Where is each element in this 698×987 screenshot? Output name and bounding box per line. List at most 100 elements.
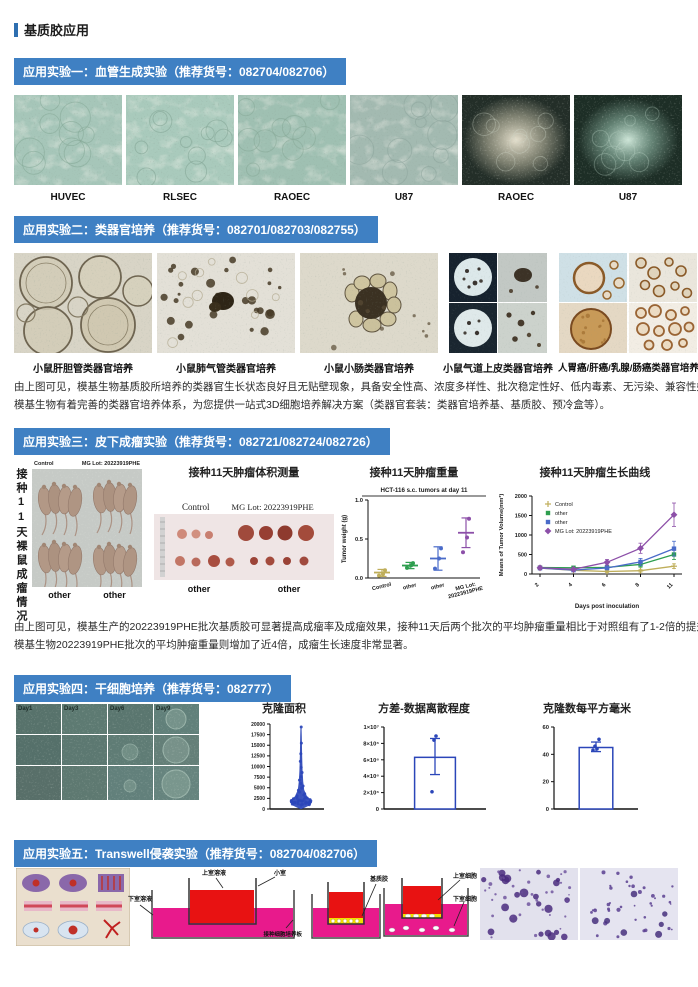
svg-text:6: 6 — [601, 582, 607, 588]
svg-text:0: 0 — [376, 807, 379, 813]
tumor-weight-chart: HCT-116 s.c. tumors at day 11 Tumor weigh… — [342, 487, 486, 600]
svg-text:0: 0 — [546, 807, 549, 813]
day-label: Day6 — [110, 706, 125, 712]
day-label: Day3 — [64, 706, 79, 712]
svg-text:4: 4 — [568, 582, 575, 589]
mice-side-label: 接种11天裸鼠成瘤情况 — [15, 468, 27, 624]
lower-solution-label: 下室溶液 — [128, 895, 153, 903]
crystal-violet-stain-dense-image — [480, 868, 578, 940]
micrograph-u87-dark: U87 — [574, 95, 682, 203]
svg-text:60: 60 — [543, 725, 549, 731]
organoid-lung: 小鼠肺气管类器官培养 — [157, 253, 295, 375]
tumor-photo-image — [154, 514, 334, 580]
organoid-label: 小鼠气道上皮类器官培养 — [443, 364, 553, 375]
svg-text:Days post inoculation: Days post inoculation — [575, 603, 640, 610]
paragraph-line: 由上图可见，模基生物基质胶所培养的类器官生长状态良好且无贴壁现象，具备安全性高、… — [14, 381, 698, 393]
mice-mg-lot-label: MG Lot: 20223919PHE — [81, 461, 140, 467]
svg-text:7500: 7500 — [254, 775, 265, 781]
angiogenesis-figure-row: HUVEC RLSEC RAOEC U87 — [14, 95, 682, 203]
rlsec-micrograph-image — [126, 95, 234, 185]
huvec-micrograph-image — [14, 95, 122, 185]
tumor-growth-chart-block: 接种11天肿瘤生长曲线 Means of Tumor Volume(mm³) 0 5… — [496, 464, 694, 614]
cell-line-label: RAOEC — [273, 192, 311, 203]
mice-other-label: other — [48, 590, 71, 600]
chamber-label: 小室 — [273, 869, 286, 877]
micrograph-raoec-dark: RAOEC — [462, 95, 570, 203]
organoid-label: 小鼠肝胆管类器官培养 — [33, 364, 133, 375]
svg-text:6×10⁶: 6×10⁶ — [363, 758, 379, 764]
section3-banner: 应用实验三：皮下成瘤实验（推荐货号：082721/082724/082726） — [14, 428, 390, 455]
svg-text:0.0: 0.0 — [355, 576, 363, 582]
svg-text:2×10⁶: 2×10⁶ — [363, 791, 379, 797]
u87-darkfield-image — [574, 95, 682, 185]
svg-text:15000: 15000 — [251, 743, 265, 749]
svg-text:other: other — [555, 511, 568, 517]
svg-text:2500: 2500 — [254, 796, 265, 802]
svg-text:other: other — [555, 520, 568, 526]
organoid-label: 人胃癌/肝癌/乳腺/肠癌类器官培养 — [558, 363, 698, 374]
svg-text:12500: 12500 — [251, 754, 265, 760]
cell-line-label: RLSEC — [163, 192, 197, 203]
cell-line-label: U87 — [394, 192, 414, 203]
airway-organoid-image — [449, 253, 547, 353]
mice-other-label: other — [103, 590, 126, 600]
organoid-label: 小鼠肺气管类器官培养 — [176, 364, 276, 375]
lung-organoid-image — [157, 253, 295, 353]
svg-text:1×10⁷: 1×10⁷ — [364, 725, 380, 731]
page-header: 基质胶应用 — [14, 20, 89, 39]
svg-text:Control: Control — [372, 582, 393, 593]
organoid-human-tumor: 人胃癌/肝癌/乳腺/肠癌类器官培养 — [558, 253, 698, 375]
upper-cells-label: 上室细胞 — [453, 872, 477, 880]
svg-text:17500: 17500 — [251, 732, 265, 738]
svg-text:0: 0 — [262, 807, 265, 813]
svg-text:8×10⁶: 8×10⁶ — [363, 741, 379, 747]
variance-chart-title: 方差-数据离散程度 — [378, 703, 470, 715]
tumor-weight-chart-block: 接种11天肿瘤重量 HCT-116 s.c. tumors at day 11 T… — [338, 464, 490, 610]
tumor-other-label: other — [187, 584, 211, 594]
svg-text:40: 40 — [543, 752, 549, 758]
svg-text:MG Lot:: MG Lot: — [455, 582, 477, 593]
organoid-paragraph: 由上图可见，模基生物基质胶所培养的类器官生长状态良好且无贴壁现象，具备安全性高、… — [14, 378, 698, 415]
clone-area-chart-title: 克隆面积 — [262, 703, 306, 715]
tumor-photo-title: 接种11天肿瘤体积测量 — [188, 467, 300, 479]
tumor-mg-lot-label: MG Lot: 20223919PHE — [231, 502, 314, 512]
mice-photo-image — [32, 469, 142, 587]
tumor-photo-block: 接种11天肿瘤体积测量 Control MG Lot: 20223919PHE … — [154, 464, 334, 594]
micrograph-huvec: HUVEC — [14, 95, 122, 203]
lower-cells-label: 下室细胞 — [453, 895, 477, 903]
micrograph-rlsec: RLSEC — [126, 95, 234, 203]
svg-text:4×10⁶: 4×10⁶ — [363, 774, 379, 780]
organoid-intestine: 小鼠小肠类器官培养 — [300, 253, 438, 375]
section1-banner: 应用实验一：血管生成实验（推荐货号：082704/082706） — [14, 58, 347, 85]
svg-text:1.0: 1.0 — [355, 498, 363, 504]
svg-text:1500: 1500 — [515, 514, 527, 520]
svg-text:8: 8 — [635, 582, 641, 588]
plate-label: 接种细胞培养板 — [263, 930, 302, 938]
liver-organoid-image — [14, 253, 152, 353]
svg-text:Tumor weight (g): Tumor weight (g) — [342, 515, 348, 563]
matrigel-label: 基质胶 — [369, 875, 388, 883]
paragraph-line: 由上图可见，模基生产的20223919PHE批次基质胶可显著提高成瘤率及成瘤效果… — [14, 621, 698, 633]
day-label: Day1 — [18, 706, 33, 712]
svg-text:0: 0 — [524, 572, 527, 578]
svg-text:500: 500 — [518, 553, 527, 559]
raoec-micrograph-image — [238, 95, 346, 185]
tumor-growth-chart: Means of Tumor Volume(mm³) 0 500 1000 1500 20… — [498, 494, 682, 610]
u87-micrograph-image — [350, 95, 458, 185]
transwell-diagram-matrigel: 基质胶 — [311, 875, 388, 939]
crystal-violet-stain-sparse-image — [580, 868, 678, 940]
svg-text:0.5: 0.5 — [355, 537, 364, 543]
paragraph-line: 模基生物20223919PHE批次的平均肿瘤重量则增加了近4倍，成瘤生长速度非常… — [14, 639, 414, 652]
organoid-airway: 小鼠气道上皮类器官培养 — [443, 253, 553, 375]
mice-control-label: Control — [34, 461, 54, 467]
organoid-liver: 小鼠肝胆管类器官培养 — [14, 253, 152, 375]
variance-chart-block: 方差-数据离散程度 0 2×10⁶ 4×10⁶ 6×10⁶ 8×10⁶ 1×10⁷ — [354, 700, 494, 819]
clone-count-chart: 0 20 40 60 — [543, 725, 638, 813]
micrograph-raoec: RAOEC — [238, 95, 346, 203]
svg-text:other: other — [402, 582, 418, 591]
tumor-paragraph: 由上图可见，模基生产的20223919PHE批次基质胶可显著提高成瘤率及成瘤效果… — [14, 618, 698, 655]
svg-text:5000: 5000 — [254, 786, 265, 792]
clone-area-chart: 0 2500 5000 7500 10000 12500 15000 17500 20000 — [251, 722, 324, 813]
micrograph-u87: U87 — [350, 95, 458, 203]
